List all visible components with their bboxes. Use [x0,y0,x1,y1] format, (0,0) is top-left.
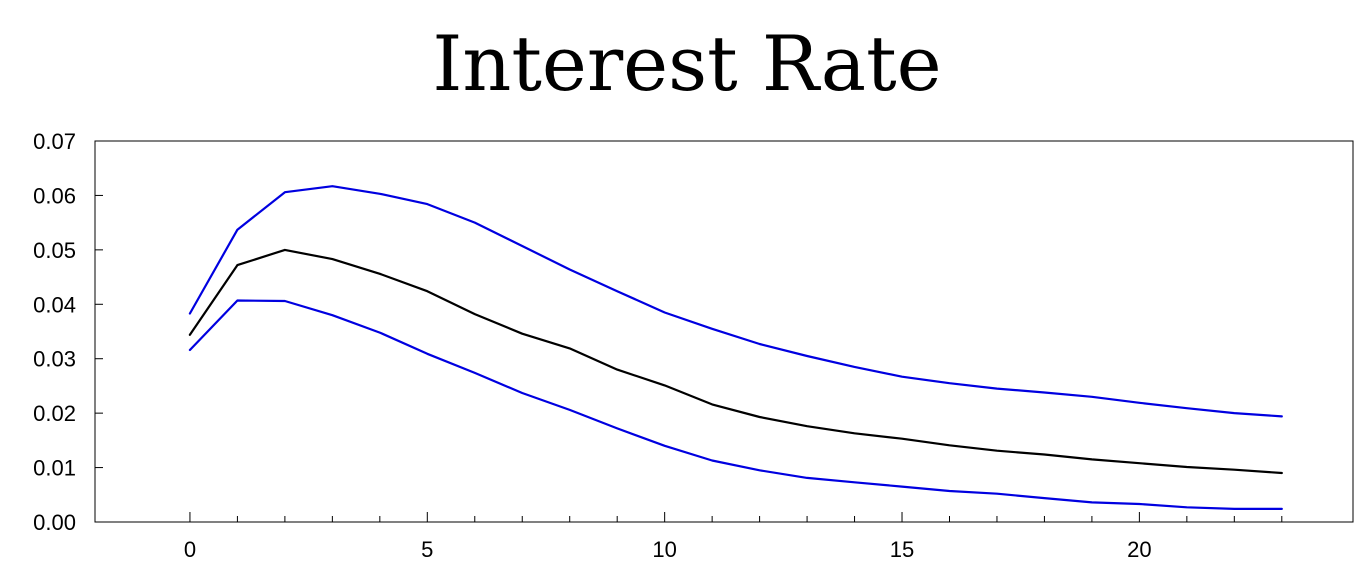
y-tick-label: 0.03 [33,347,76,372]
series-line-lower-band [188,299,1283,510]
x-tick-label: 5 [421,537,433,562]
y-tick-label: 0.05 [33,238,76,263]
series-lines [188,185,1283,510]
series-line-upper-band [188,185,1283,418]
y-tick-label: 0.06 [33,183,76,208]
y-tick-labels: 0.00 0.01 0.02 0.03 0.04 0.05 0.06 0.07 [33,129,76,535]
x-tick-label: 10 [652,537,676,562]
plot-frame [94,140,1354,523]
chart-title: Interest Rate [432,19,941,108]
series-line-point-estimate [188,248,1283,475]
x-tick-label: 20 [1127,537,1151,562]
x-tick-label: 0 [184,537,196,562]
y-tick-label: 0.01 [33,456,76,481]
y-axis-ticks [95,140,103,523]
y-tick-label: 0.07 [33,129,76,154]
x-tick-label: 15 [890,537,914,562]
y-tick-label: 0.02 [33,401,76,426]
y-tick-label: 0.00 [33,510,76,535]
x-tick-labels: 0 5 10 15 20 [184,537,1152,562]
y-tick-label: 0.04 [33,292,76,317]
x-axis-ticks [189,512,1283,522]
